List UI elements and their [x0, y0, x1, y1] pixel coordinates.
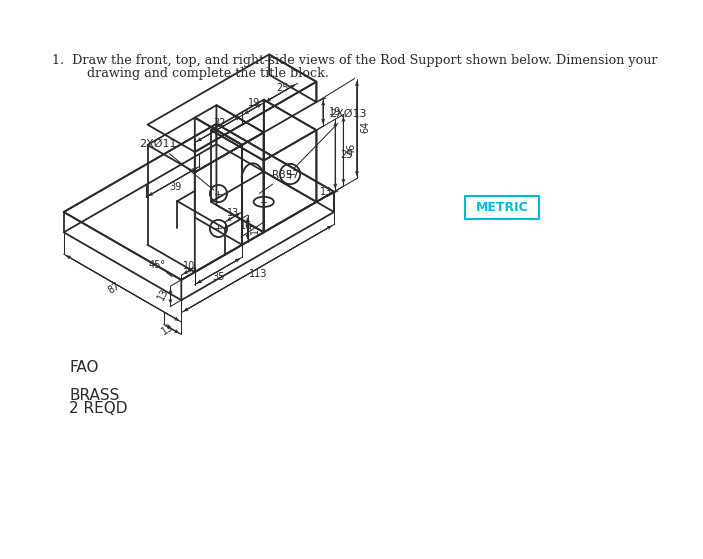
- Text: 113: 113: [248, 269, 267, 280]
- Text: 32: 32: [213, 118, 226, 128]
- Text: 87: 87: [106, 281, 122, 296]
- Text: 25: 25: [340, 150, 352, 160]
- Text: 19: 19: [247, 98, 260, 108]
- Text: 46: 46: [347, 143, 357, 155]
- Text: 2 REQD: 2 REQD: [69, 401, 128, 416]
- Text: 13: 13: [160, 322, 175, 337]
- Text: R357: R357: [259, 170, 299, 193]
- FancyBboxPatch shape: [465, 196, 539, 219]
- Text: METRIC: METRIC: [475, 201, 528, 214]
- Text: 35: 35: [212, 272, 225, 282]
- Text: BRASS: BRASS: [69, 388, 120, 403]
- Text: 25: 25: [276, 83, 288, 93]
- Text: drawing and complete the title block.: drawing and complete the title block.: [67, 68, 330, 80]
- Text: 39: 39: [169, 182, 182, 192]
- Text: 16: 16: [240, 221, 252, 231]
- Text: 45°: 45°: [149, 260, 166, 270]
- Text: 19: 19: [329, 107, 341, 117]
- Text: 10: 10: [183, 261, 195, 271]
- Text: FAO: FAO: [69, 360, 98, 375]
- Text: 64: 64: [361, 121, 370, 133]
- Text: 13: 13: [227, 208, 240, 218]
- Text: 2XØ13: 2XØ13: [294, 108, 366, 169]
- Text: 17: 17: [250, 221, 260, 234]
- Text: 13: 13: [321, 187, 333, 197]
- Text: 2XØ11: 2XØ11: [139, 139, 214, 190]
- Text: 13: 13: [155, 286, 170, 301]
- Text: 1.  Draw the front, top, and right-side views of the Rod Support shown below. Di: 1. Draw the front, top, and right-side v…: [52, 54, 658, 67]
